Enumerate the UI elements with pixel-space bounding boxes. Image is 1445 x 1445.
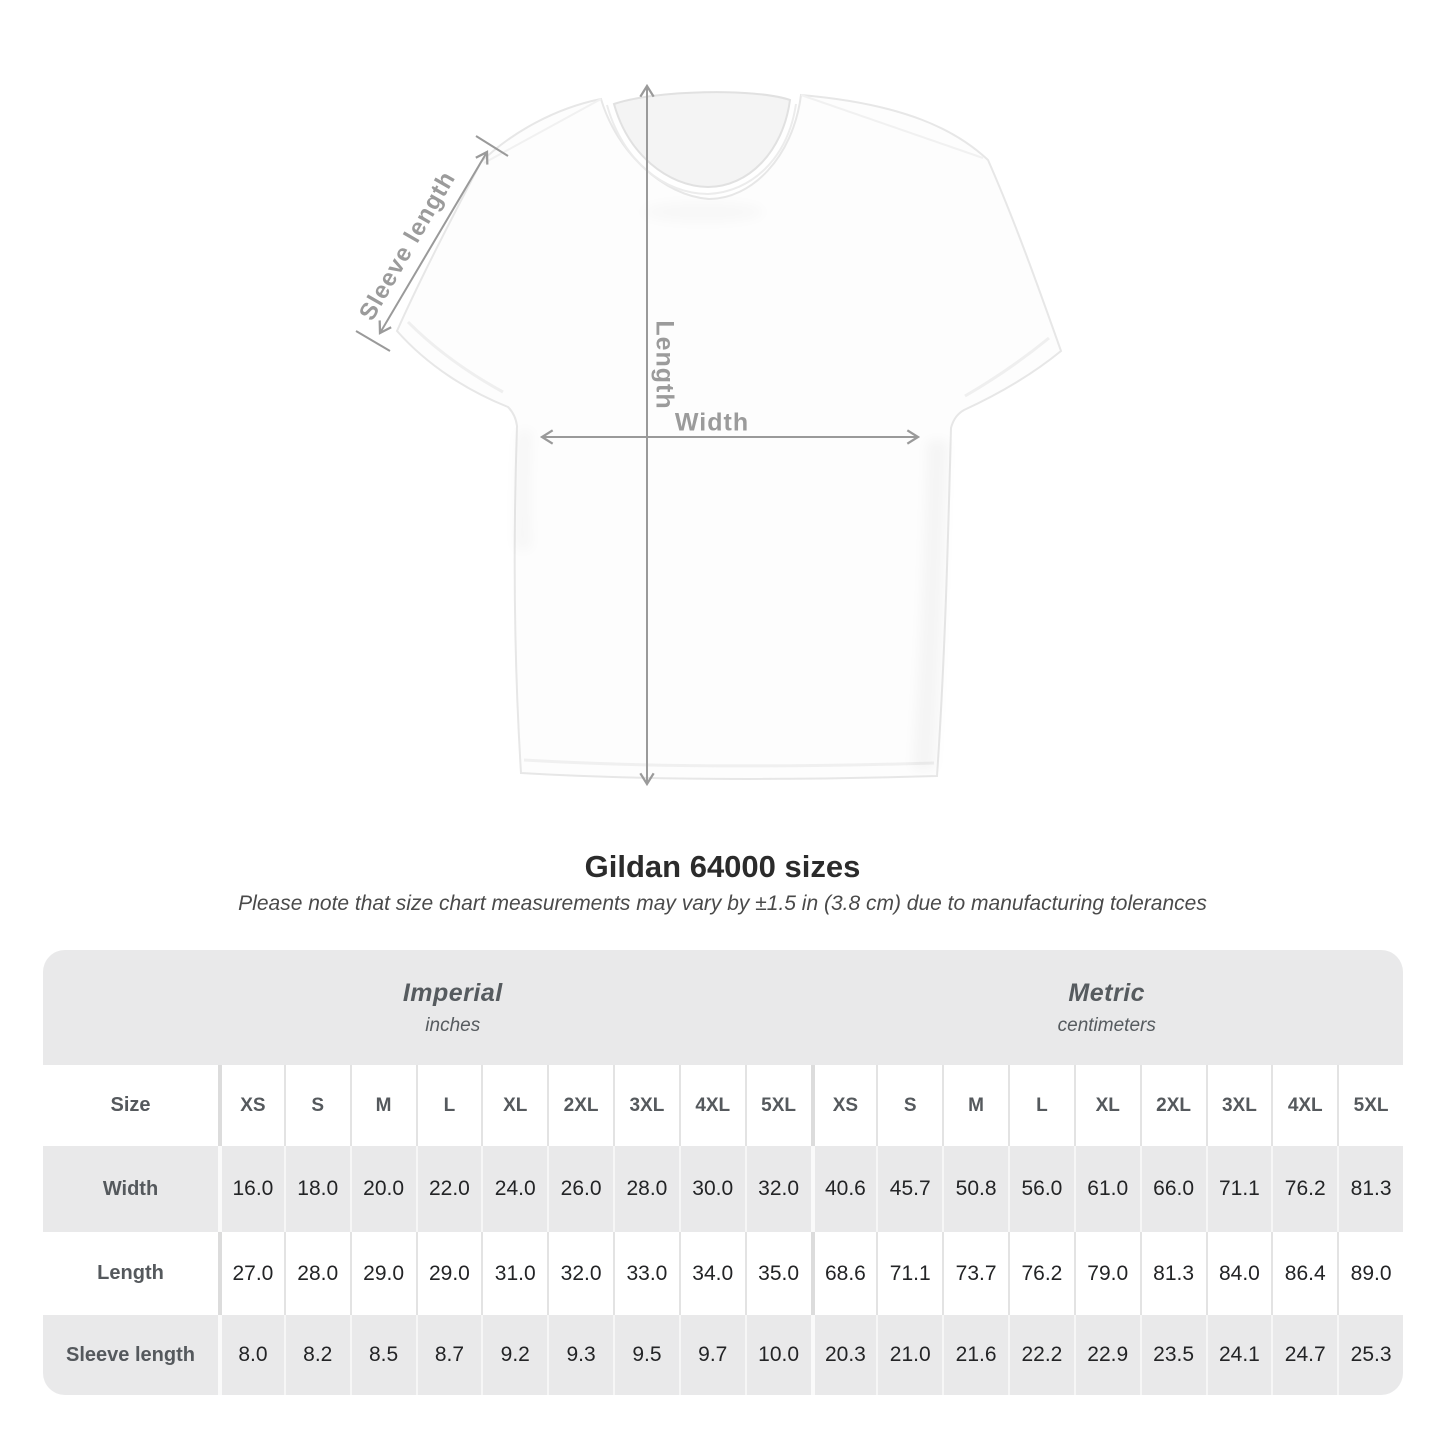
value-cell: 24.7 [1271, 1315, 1338, 1395]
width-label: Width [674, 408, 750, 437]
collar-shading [641, 201, 765, 223]
value-cell: 84.0 [1205, 1232, 1272, 1315]
sleeve-arrow-top-tick [475, 135, 509, 157]
row-label: Sleeve length [43, 1315, 218, 1395]
value-cell: 33.0 [613, 1232, 679, 1315]
value-cell: 76.2 [1271, 1146, 1338, 1232]
value-cell: 50.8 [942, 1146, 1008, 1232]
size-header-cell: L [415, 1065, 482, 1146]
size-header-cell: 5XL [744, 1065, 811, 1146]
bottom-hem-seam [523, 758, 935, 768]
section-title: Imperial [402, 978, 503, 1007]
size-header-cell: XL [1073, 1065, 1140, 1146]
value-cell: 8.5 [349, 1315, 416, 1395]
value-cell: 45.7 [876, 1146, 943, 1232]
value-cell: 32.0 [744, 1146, 811, 1232]
value-cell: 81.3 [1337, 1146, 1403, 1232]
value-cell: 22.2 [1008, 1315, 1074, 1395]
value-cell: 56.0 [1008, 1146, 1074, 1232]
value-cell: 26.0 [547, 1146, 613, 1232]
right-shoulder-seam [800, 94, 984, 159]
value-cell: 86.4 [1271, 1232, 1337, 1315]
section-header-imperial: Imperial inches [43, 950, 811, 1065]
size-header-cell: M [349, 1065, 416, 1146]
value-cell: 73.7 [942, 1232, 1008, 1315]
value-cell: 89.0 [1337, 1232, 1403, 1315]
length-label: Length [650, 320, 679, 410]
value-cell: 24.1 [1205, 1315, 1272, 1395]
value-cell: 71.1 [1205, 1146, 1272, 1232]
section-title: Metric [1068, 978, 1146, 1007]
size-header-cell: XS [810, 1065, 877, 1146]
section-header-metric: Metric centimeters [810, 950, 1403, 1065]
size-table: Imperial inches Metric centimeters Size XS S M L… [43, 950, 1403, 1395]
tolerance-note: Please note that size chart measurements… [238, 892, 1207, 915]
value-cell: 21.0 [876, 1315, 943, 1395]
value-cell: 9.5 [613, 1315, 679, 1395]
value-cell: 76.2 [1008, 1232, 1074, 1315]
size-header-cell: XL [481, 1065, 547, 1146]
size-header-cell: 2XL [547, 1065, 613, 1146]
value-cell: 22.9 [1073, 1315, 1140, 1395]
value-cell: 8.2 [283, 1315, 350, 1395]
value-cell: 66.0 [1139, 1146, 1206, 1232]
value-cell: 10.0 [744, 1315, 811, 1395]
value-cell: 20.3 [810, 1315, 877, 1395]
sleeve-length-arrow [378, 150, 489, 335]
page-title: Gildan 64000 sizes [584, 849, 861, 884]
value-cell: 8.7 [415, 1315, 482, 1395]
size-header-cell: 4XL [1271, 1065, 1337, 1146]
size-header-cell: 3XL [613, 1065, 679, 1146]
value-cell: 22.0 [415, 1146, 482, 1232]
size-header-cell: 3XL [1205, 1065, 1272, 1146]
value-cell: 18.0 [283, 1146, 350, 1232]
row-label: Width [43, 1146, 218, 1232]
value-cell: 21.6 [942, 1315, 1008, 1395]
size-header-cell: L [1008, 1065, 1074, 1146]
size-header-cell: 4XL [678, 1065, 745, 1146]
value-cell: 79.0 [1073, 1232, 1140, 1315]
section-unit: centimeters [1057, 1014, 1156, 1036]
value-cell: 24.0 [481, 1146, 548, 1232]
value-cell: 27.0 [218, 1232, 284, 1315]
size-header-cell: 2XL [1139, 1065, 1206, 1146]
value-cell: 9.7 [678, 1315, 745, 1395]
value-cell: 8.0 [218, 1315, 284, 1395]
value-cell: 9.2 [481, 1315, 548, 1395]
value-cell: 29.0 [415, 1232, 482, 1315]
size-header-cell: 5XL [1337, 1065, 1403, 1146]
value-cell: 81.3 [1139, 1232, 1206, 1315]
value-cell: 61.0 [1073, 1146, 1140, 1232]
value-cell: 9.3 [547, 1315, 613, 1395]
size-column-header: Size [110, 1094, 151, 1116]
value-cell: 29.0 [349, 1232, 416, 1315]
sleeve-arrow-bottom-tick [355, 330, 391, 352]
size-header-cell: S [283, 1065, 350, 1146]
value-cell: 71.1 [876, 1232, 942, 1315]
underarm-shading [514, 430, 533, 550]
value-cell: 23.5 [1139, 1315, 1206, 1395]
value-cell: 28.0 [613, 1146, 679, 1232]
value-cell: 16.0 [218, 1146, 284, 1232]
row-label: Length [97, 1262, 164, 1284]
size-header-cell: S [876, 1065, 942, 1146]
size-header-cell: XS [218, 1065, 284, 1146]
collar-seam [606, 103, 797, 196]
value-cell: 31.0 [481, 1232, 547, 1315]
value-cell: 25.3 [1337, 1315, 1403, 1395]
value-cell: 34.0 [678, 1232, 745, 1315]
value-cell: 32.0 [547, 1232, 613, 1315]
value-cell: 40.6 [810, 1146, 877, 1232]
value-cell: 30.0 [678, 1146, 745, 1232]
section-unit: inches [425, 1014, 481, 1036]
value-cell: 20.0 [349, 1146, 416, 1232]
value-cell: 28.0 [283, 1232, 350, 1315]
value-cell: 35.0 [744, 1232, 811, 1315]
tshirt-diagram [355, 83, 1063, 787]
size-header-cell: M [942, 1065, 1008, 1146]
value-cell: 68.6 [810, 1232, 877, 1315]
right-sleeve-hem [964, 336, 1050, 398]
